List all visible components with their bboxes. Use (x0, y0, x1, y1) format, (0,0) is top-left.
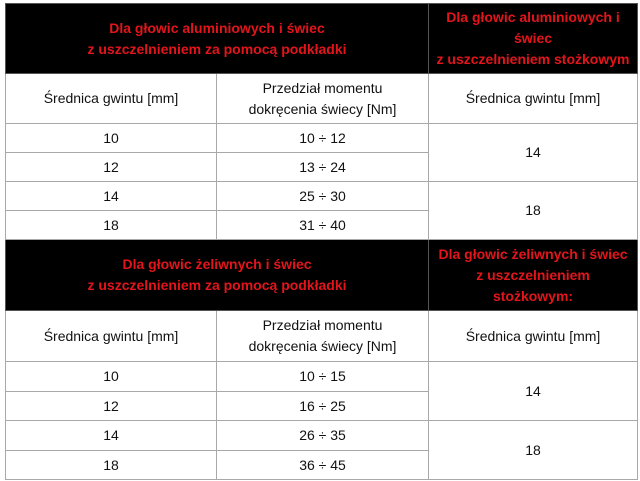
conical-thread-diameter-cell: 18 (428, 181, 639, 240)
thread-diameter-cell: 10 (5, 361, 217, 392)
thread-diameter-header: Średnica gwintu [mm] (5, 310, 217, 362)
title-line: stożkowym: (492, 287, 574, 304)
conical-thread-diameter-cell: 14 (428, 361, 639, 421)
torque-range-cell: 16 ÷ 25 (215, 391, 430, 421)
conical-thread-diameter-cell: 14 (428, 123, 639, 182)
title-line: Dla głowic aluminiowych i (446, 9, 620, 25)
table-row: 14 26 ÷ 35 18 (5, 420, 639, 480)
torque-range-cell: 26 ÷ 35 (215, 420, 430, 451)
title-line: świec (513, 30, 553, 46)
header-line: Przedział momentu (262, 317, 383, 333)
table-row: 12 13 ÷ 24 (5, 152, 638, 182)
washer-seal-title: Dla głowic żeliwnych i świec z uszczelnie… (4, 239, 430, 311)
title-line: Dla głowic żeliwnych i świec (122, 256, 312, 272)
conical-seal-title: Dla głowic żeliwnych i świec z uszczelnie… (428, 239, 639, 311)
section-header: Dla głowic żeliwnych i świec z uszczelnie… (4, 239, 639, 311)
table-row: 14 25 ÷ 30 18 (5, 181, 639, 240)
thread-diameter-cell: 14 (5, 181, 217, 211)
torque-range-header: Przedział momentu dokręcenia świecy [Nm] (215, 310, 430, 362)
torque-range-header: Przedział momentu dokręcenia świecy [Nm] (215, 73, 430, 124)
thread-diameter-cell: 10 (5, 123, 217, 153)
table-row: 18 36 ÷ 45 (5, 450, 638, 480)
title-line: z uszczelnieniem za pomocą podkładki (87, 40, 347, 57)
title-line: z uszczelnieniem stożkowym (436, 51, 630, 67)
spark-plug-torque-table: Dla głowic aluminiowych i świec z uszczel… (4, 3, 639, 480)
header-line: Przedział momentu (262, 79, 383, 96)
torque-range-cell: 25 ÷ 30 (215, 181, 430, 211)
table-row: 10 10 ÷ 15 14 (5, 361, 639, 421)
torque-range-cell: 36 ÷ 45 (215, 450, 430, 480)
title-line: z uszczelnieniem (476, 266, 590, 283)
conical-thread-diameter-header: Średnica gwintu [mm] (428, 310, 639, 362)
thread-diameter-cell: 14 (5, 420, 217, 451)
header-line: dokręcenia świecy [Nm] (248, 338, 397, 354)
header-line: dokręcenia świecy [Nm] (248, 100, 397, 117)
column-headers: Średnica gwintu [mm] Przedział momentu do… (5, 73, 639, 124)
torque-range-cell: 10 ÷ 12 (215, 123, 430, 153)
title-line: Dla głowic aluminiowych i świec (109, 19, 325, 36)
section-header: Dla głowic aluminiowych i świec z uszczel… (4, 3, 639, 74)
conical-thread-diameter-header: Średnica gwintu [mm] (428, 73, 639, 124)
washer-seal-title: Dla głowic aluminiowych i świec z uszczel… (4, 3, 430, 74)
thread-diameter-cell: 18 (5, 450, 217, 480)
column-headers: Średnica gwintu [mm] Przedział momentu do… (5, 310, 639, 362)
thread-diameter-cell: 18 (5, 210, 217, 240)
torque-range-cell: 13 ÷ 24 (215, 152, 430, 182)
thread-diameter-cell: 12 (5, 152, 217, 182)
torque-range-cell: 31 ÷ 40 (215, 210, 430, 240)
thread-diameter-header: Średnica gwintu [mm] (5, 73, 217, 124)
conical-seal-title: Dla głowic aluminiowych i świec z uszczeln… (428, 3, 639, 74)
torque-range-cell: 10 ÷ 15 (215, 361, 430, 392)
table-row: 12 16 ÷ 25 (5, 391, 638, 421)
table-row: 10 10 ÷ 12 14 (5, 123, 639, 182)
title-line: Dla głowic żeliwnych i świec (438, 245, 628, 262)
conical-thread-diameter-cell: 18 (428, 420, 639, 480)
thread-diameter-cell: 12 (5, 391, 217, 421)
title-line: z uszczelnieniem za pomocą podkładki (87, 277, 347, 293)
